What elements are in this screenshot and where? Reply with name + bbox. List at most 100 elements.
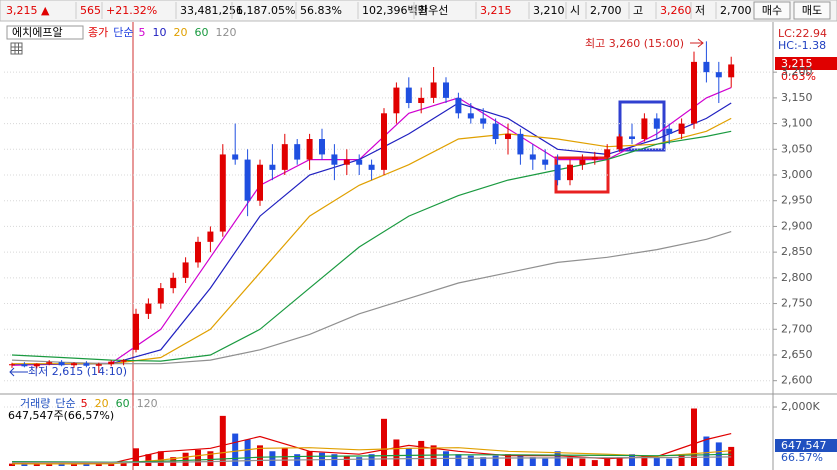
candle-body xyxy=(542,159,549,165)
candle-body xyxy=(629,136,635,140)
volume-bar xyxy=(182,452,189,466)
candle-body xyxy=(430,82,437,98)
grid-icon-lines xyxy=(11,43,22,54)
header-item: 3,215 xyxy=(480,4,512,17)
candle-body xyxy=(653,118,660,129)
volume-bar xyxy=(9,463,15,466)
drawn-box-blue xyxy=(618,100,666,152)
volume-bar xyxy=(356,457,363,466)
legend-entry: 5 xyxy=(81,397,88,410)
candle-body xyxy=(356,159,363,165)
header-item: 1,187.05% xyxy=(236,4,295,17)
header-button-label[interactable]: 매도 xyxy=(802,4,822,17)
header-item: 2,700 xyxy=(720,4,752,17)
volume-bar xyxy=(542,458,549,466)
header-item: 3,215 ▲ xyxy=(6,4,50,17)
volume-bar xyxy=(83,463,90,466)
y-tick-label: 2,850 xyxy=(781,245,813,258)
volume-bar xyxy=(368,454,375,466)
volume-bar xyxy=(120,463,127,466)
volume-bar xyxy=(728,446,735,466)
legend-entry: 60 xyxy=(195,26,209,39)
legend-label: 거래량 xyxy=(20,397,50,410)
candle-body xyxy=(579,159,586,165)
candle-body xyxy=(157,288,164,304)
candle-body xyxy=(529,154,536,160)
candle-body xyxy=(83,363,90,366)
volume-bar xyxy=(455,454,462,466)
volume-bar xyxy=(529,457,536,466)
volume-bar xyxy=(492,455,499,466)
y-tick-label: 2,600 xyxy=(781,374,813,387)
current-price: 3,215 xyxy=(781,57,813,70)
volume-bar xyxy=(46,464,53,466)
candle-body xyxy=(133,313,139,350)
candle-body xyxy=(517,133,524,155)
volume-bar xyxy=(505,454,511,466)
legend-entry: 120 xyxy=(137,397,158,410)
volume-bar xyxy=(381,418,387,466)
chart-area xyxy=(0,22,837,470)
y-tick-label: 2,900 xyxy=(781,219,813,232)
candle-body xyxy=(46,362,53,364)
volume-bar xyxy=(691,408,697,466)
legend-entry: 60 xyxy=(116,397,130,410)
low-label: 최저 2,615 (14:10) xyxy=(28,365,127,378)
volume-ratio: 66.57% xyxy=(781,451,823,464)
volume-bar xyxy=(21,464,28,466)
volume-bar xyxy=(33,463,40,466)
candle-body xyxy=(331,154,338,165)
y-tick-label: 3,100 xyxy=(781,117,813,130)
header-button[interactable] xyxy=(793,1,831,20)
candle-body xyxy=(381,113,387,170)
header-item: 565 xyxy=(80,4,101,17)
moving-average xyxy=(11,231,732,365)
volume-bar xyxy=(331,454,338,466)
volume-bar xyxy=(629,454,635,466)
candle-body xyxy=(715,72,722,78)
header-item: 시 xyxy=(570,4,580,17)
y-tick-label: 3,200 xyxy=(781,65,813,78)
volume-bar xyxy=(666,458,673,466)
header-item: 최우선 xyxy=(418,4,448,17)
candle-body xyxy=(170,277,177,289)
header-item: 저 xyxy=(695,4,705,17)
volume-bar xyxy=(405,448,412,466)
candle-body xyxy=(703,61,710,73)
candle-body xyxy=(257,164,263,201)
grid-icon xyxy=(10,42,23,55)
legend-entry: 20 xyxy=(95,397,109,410)
candle-body xyxy=(467,113,474,119)
legend-entry: 120 xyxy=(216,26,237,39)
legend-label: 단순 xyxy=(113,26,133,39)
y-tick-label: 2,800 xyxy=(781,271,813,284)
y-tick-label: 2,950 xyxy=(781,194,813,207)
volume-bar xyxy=(393,439,400,466)
volume-bar xyxy=(219,415,226,466)
candle-body xyxy=(21,364,28,367)
candle-body xyxy=(604,149,611,158)
volume-bar xyxy=(244,439,251,466)
candle-body xyxy=(281,144,288,170)
candle-body xyxy=(678,123,685,134)
candle-body xyxy=(195,241,201,263)
candle-body xyxy=(666,128,673,134)
y-tick-label: 3,150 xyxy=(781,91,813,104)
volume-bar xyxy=(703,436,710,466)
volume-bar xyxy=(554,451,561,466)
high-arrow xyxy=(690,38,704,48)
candle-body xyxy=(219,154,226,232)
y-tick-label: 2,650 xyxy=(781,348,813,361)
candle-body xyxy=(554,164,561,181)
low-arrow xyxy=(9,367,28,377)
y-tick-label: 3,000 xyxy=(781,168,813,181)
volume-bar xyxy=(343,455,350,466)
candle-body xyxy=(492,123,499,140)
volume-bar xyxy=(157,451,164,466)
candle-body xyxy=(343,159,350,165)
volume-bar xyxy=(232,433,239,466)
header-button[interactable] xyxy=(753,1,791,20)
volume-bar xyxy=(616,457,623,466)
header-item: 102,396백만 xyxy=(362,4,428,17)
header-button-label[interactable]: 매수 xyxy=(762,4,782,17)
